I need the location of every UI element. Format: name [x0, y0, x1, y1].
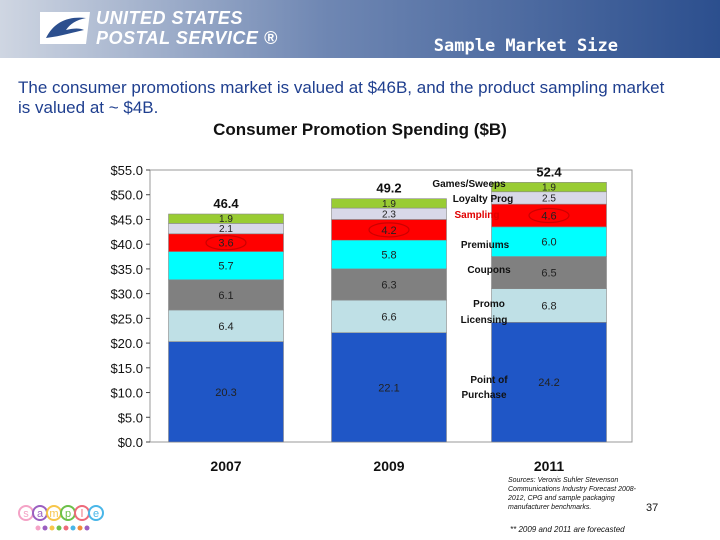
bar-segment-premiums [491, 226, 607, 257]
y-tick-label: $55.0 [110, 163, 143, 178]
y-tick-label: $0.0 [118, 435, 143, 450]
data-label: 6.3 [381, 279, 396, 291]
y-tick-label: $10.0 [110, 386, 143, 401]
legend-sampling: Sampling [454, 210, 499, 221]
y-tick-label: $50.0 [110, 188, 143, 203]
y-tick-label: $5.0 [118, 410, 143, 425]
logo-text-line2: POSTAL SERVICE ® [96, 28, 278, 48]
logo-letter: p [65, 508, 71, 520]
bar-total-label: 52.4 [536, 164, 562, 179]
y-tick-label: $40.0 [110, 237, 143, 252]
data-label: 1.9 [542, 183, 556, 194]
bar-segment-premiums [331, 239, 447, 270]
bar-segment-games-sweeps [491, 182, 607, 193]
legend-pop-line2: Purchase [461, 390, 506, 401]
data-label: 6.6 [381, 311, 396, 323]
y-tick-label: $20.0 [110, 336, 143, 351]
data-label: 6.5 [541, 268, 556, 280]
legend-coupons: Coupons [467, 265, 511, 276]
logo-letter: e [93, 508, 99, 520]
data-label: 5.8 [381, 250, 396, 262]
data-label: 3.6 [218, 238, 233, 250]
bar-total-label: 49.2 [376, 181, 401, 196]
data-label: 24.2 [538, 377, 559, 389]
data-label: 2.5 [542, 193, 556, 204]
bar-segment-games-sweeps [331, 198, 447, 209]
data-label: 20.3 [215, 387, 236, 399]
y-tick-label: $35.0 [110, 262, 143, 277]
data-label: 6.0 [541, 237, 556, 249]
y-tick-label: $15.0 [110, 361, 143, 376]
bar-segment-coupons [168, 279, 284, 311]
bar-segment-promo-licensing [491, 288, 607, 323]
intro-text: The consumer promotions market is valued… [18, 78, 665, 117]
bar-segment-coupons [331, 268, 447, 301]
logo-letter-circle [88, 505, 104, 521]
usps-eagle-logo [40, 12, 90, 44]
data-label: 6.8 [541, 301, 556, 313]
bar-segment-premiums [168, 251, 284, 281]
bar-segment-coupons [491, 256, 607, 289]
bar-segment-point-of-purchase [491, 322, 607, 443]
sampling-highlight-ellipse [368, 222, 410, 238]
data-label: 1.9 [382, 199, 396, 210]
bar-segment-games-sweeps [168, 213, 284, 224]
x-tick-label: 2011 [534, 458, 565, 474]
header-banner: UNITED STATES POSTAL SERVICE ® Sample Ma… [0, 0, 720, 58]
x-tick-label: 2009 [373, 458, 404, 474]
y-tick-label: $30.0 [110, 287, 143, 302]
data-label: 1.9 [219, 214, 233, 225]
data-label: 2.1 [219, 224, 233, 235]
logo-letter: s [23, 508, 29, 520]
legend-pop-line1: Point of [470, 375, 508, 386]
data-label: 6.4 [218, 321, 233, 333]
legend-premiums: Premiums [461, 240, 510, 251]
legend-promo-line2: Licensing [461, 315, 508, 326]
page-number: 37 [646, 502, 659, 514]
sampling-highlight-ellipse [205, 235, 247, 251]
forecast-footnote: ** 2009 and 2011 are forecasted [510, 525, 625, 534]
y-tick-label: $45.0 [110, 212, 143, 227]
legend-games-sweeps: Games/Sweeps [432, 179, 506, 190]
data-label: 5.7 [218, 261, 233, 273]
x-tick-label: 2007 [210, 458, 241, 474]
data-label: 6.1 [218, 290, 233, 302]
bar-segment-point-of-purchase [331, 332, 447, 443]
logo-letter: a [37, 508, 44, 520]
logo-letter: l [81, 508, 83, 520]
legend-loyalty-prog: Loyalty Prog [453, 194, 514, 205]
logo-letter: m [49, 508, 58, 520]
data-label: 22.1 [378, 382, 399, 394]
bar-total-label: 46.4 [213, 196, 239, 211]
series-legend: Games/Sweeps Loyalty Prog Sampling Premi… [432, 179, 513, 401]
y-tick-label: $25.0 [110, 311, 143, 326]
sources-note: Sources: Veronis Suhler Stevenson Commun… [508, 477, 636, 511]
bar-segment-promo-licensing [168, 309, 284, 342]
data-label: 4.2 [381, 225, 396, 237]
legend-promo-line1: Promo [473, 299, 505, 310]
bar-segment-point-of-purchase [168, 341, 284, 443]
logo-text-line1: UNITED STATES [96, 8, 243, 28]
bar-segment-promo-licensing [331, 299, 447, 334]
data-label: 2.3 [382, 209, 396, 220]
chart-title: Consumer Promotion Spending ($B) [213, 120, 507, 139]
slide-title: Sample Market Size [433, 36, 618, 56]
sampling-highlight-ellipse [528, 207, 570, 224]
data-label: 4.6 [541, 210, 556, 222]
